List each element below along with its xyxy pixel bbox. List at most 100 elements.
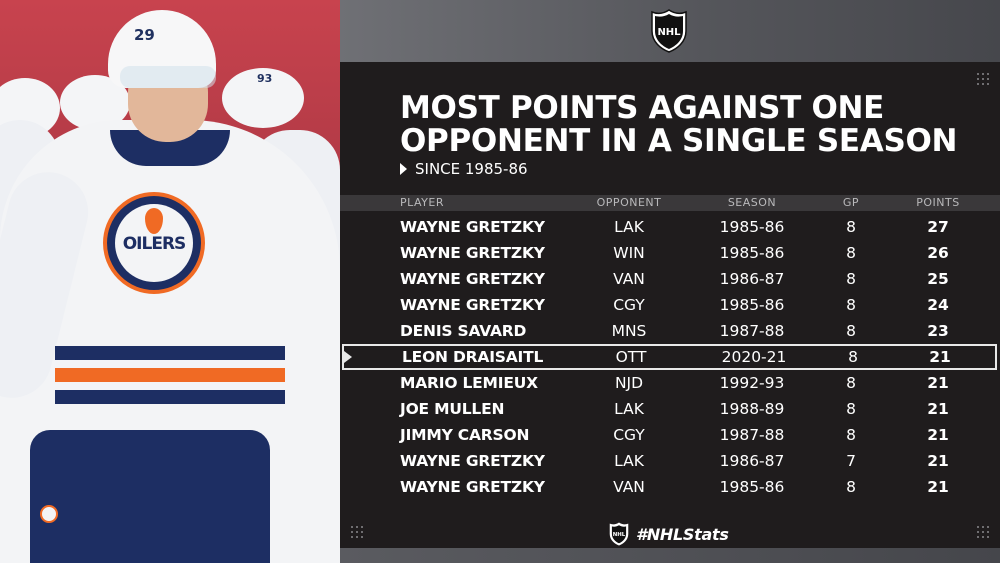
points-cell: 25 [927, 270, 949, 288]
season-cell: 1992-93 [719, 374, 785, 392]
player-cell: WAYNE GRETZKY [400, 244, 545, 262]
player-pants [30, 430, 270, 563]
column-header-opponent: OPPONENT [596, 196, 662, 209]
player-cell: JOE MULLEN [400, 400, 505, 418]
points-cell: 24 [927, 296, 949, 314]
player-cell: WAYNE GRETZKY [400, 478, 545, 496]
gp-cell: 8 [846, 218, 856, 236]
footer-band [340, 548, 1000, 563]
background-player-helmet [222, 68, 304, 128]
season-cell: 2020-21 [721, 348, 787, 366]
table-row-highlighted: LEON DRAISAITL OTT 2020-21 8 21 [342, 344, 997, 370]
opponent-cell: LAK [614, 400, 644, 418]
column-header-points: POINTS [916, 196, 960, 209]
season-cell: 1985-86 [719, 478, 785, 496]
graphic-title: MOST POINTS AGAINST ONE OPPONENT IN A SI… [400, 90, 958, 159]
opponent-cell: VAN [613, 270, 645, 288]
opponent-cell: LAK [614, 452, 644, 470]
table-row: JIMMY CARSON CGY 1987-88 8 21 [340, 422, 1000, 448]
table-row: WAYNE GRETZKY VAN 1985-86 8 21 [340, 474, 1000, 500]
opponent-cell: OTT [615, 348, 647, 366]
table-row: WAYNE GRETZKY VAN 1986-87 8 25 [340, 266, 1000, 292]
season-cell: 1985-86 [719, 244, 785, 262]
table-row: WAYNE GRETZKY LAK 1986-87 7 21 [340, 448, 1000, 474]
jersey-stripe [55, 346, 285, 360]
column-header-gp: GP [842, 196, 860, 209]
season-cell: 1985-86 [719, 296, 785, 314]
gp-cell: 7 [846, 452, 856, 470]
gp-cell: 8 [846, 296, 856, 314]
points-cell: 26 [927, 244, 949, 262]
points-cell: 23 [927, 322, 949, 340]
table-row: DENIS SAVARD MNS 1987-88 8 23 [340, 318, 1000, 344]
points-cell: 21 [927, 426, 949, 444]
hashtag-footer: NHL #NHLStats [608, 522, 729, 546]
opponent-cell: CGY [613, 426, 645, 444]
table-row: WAYNE GRETZKY WIN 1985-86 8 26 [340, 240, 1000, 266]
crest-text: OILERS [122, 234, 187, 254]
stats-panel: NHL MOST POINTS AGAINST ONE OPPONENT IN … [340, 0, 1000, 563]
points-cell: 21 [927, 400, 949, 418]
jersey-stripe [55, 368, 285, 382]
points-cell: 21 [927, 478, 949, 496]
points-cell: 21 [927, 452, 949, 470]
points-cell: 27 [927, 218, 949, 236]
table-row: JOE MULLEN LAK 1988-89 8 21 [340, 396, 1000, 422]
season-cell: 1988-89 [719, 400, 785, 418]
player-cell: WAYNE GRETZKY [400, 218, 545, 236]
gp-cell: 8 [848, 348, 858, 366]
nhl-shield-small-icon: NHL [609, 522, 629, 546]
gp-cell: 8 [846, 426, 856, 444]
hashtag-text: #NHLStats [636, 524, 729, 544]
player-visor [120, 66, 216, 88]
opponent-cell: CGY [613, 296, 645, 314]
season-cell: 1986-87 [719, 452, 785, 470]
play-arrow-icon [400, 163, 407, 175]
opponent-cell: NJD [614, 374, 644, 392]
gp-cell: 8 [846, 374, 856, 392]
player-cell: WAYNE GRETZKY [400, 296, 545, 314]
gp-cell: 8 [846, 244, 856, 262]
player-cell: WAYNE GRETZKY [400, 452, 545, 470]
points-cell: 21 [929, 348, 951, 366]
player-cell: MARIO LEMIEUX [400, 374, 538, 392]
player-cell: LEON DRAISAITL [402, 348, 544, 366]
corner-dots-icon [977, 526, 989, 538]
helmet-number: 29 [134, 26, 155, 44]
player-cell: WAYNE GRETZKY [400, 270, 545, 288]
gp-cell: 8 [846, 270, 856, 288]
table-row: WAYNE GRETZKY CGY 1985-86 8 24 [340, 292, 1000, 318]
player-cell: JIMMY CARSON [400, 426, 530, 444]
table-row: WAYNE GRETZKY LAK 1985-86 8 27 [340, 214, 1000, 240]
graphic-subtitle: SINCE 1985-86 [400, 160, 528, 178]
table-header: PLAYER OPPONENT SEASON GP POINTS [340, 195, 1000, 211]
table-row: MARIO LEMIEUX NJD 1992-93 8 21 [340, 370, 1000, 396]
opponent-cell: VAN [613, 478, 645, 496]
column-header-player: PLAYER [400, 196, 444, 209]
pants-logo-icon [40, 505, 58, 523]
corner-dots-icon [351, 526, 363, 538]
subtitle-text: SINCE 1985-86 [415, 160, 528, 178]
oil-drop-icon [145, 208, 163, 234]
nhl-shield-icon: NHL [651, 9, 687, 53]
season-cell: 1987-88 [719, 322, 785, 340]
player-photo: 93 29 OILERS [0, 0, 340, 563]
svg-text:NHL: NHL [657, 27, 681, 38]
season-cell: 1986-87 [719, 270, 785, 288]
points-cell: 21 [927, 374, 949, 392]
column-header-season: SEASON [727, 196, 777, 209]
season-cell: 1985-86 [719, 218, 785, 236]
background-player-number: 93 [257, 72, 273, 85]
player-cell: DENIS SAVARD [400, 322, 527, 340]
svg-text:NHL: NHL [613, 532, 626, 538]
corner-dots-icon [977, 73, 989, 85]
opponent-cell: WIN [613, 244, 645, 262]
opponent-cell: LAK [614, 218, 644, 236]
gp-cell: 8 [846, 400, 856, 418]
gp-cell: 8 [846, 478, 856, 496]
opponent-cell: MNS [611, 322, 647, 340]
highlight-arrow-icon [344, 351, 352, 363]
jersey-stripe [55, 390, 285, 404]
season-cell: 1987-88 [719, 426, 785, 444]
